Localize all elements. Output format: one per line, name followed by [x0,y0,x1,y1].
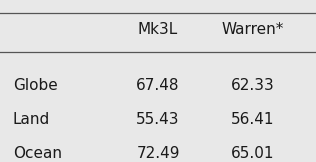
Text: 67.48: 67.48 [136,78,180,93]
Text: Warren*: Warren* [222,22,284,37]
Text: Globe: Globe [13,78,58,93]
Text: 55.43: 55.43 [136,112,180,127]
Text: 65.01: 65.01 [231,146,275,161]
Text: Land: Land [13,112,50,127]
Text: Ocean: Ocean [13,146,62,161]
Text: Mk3L: Mk3L [138,22,178,37]
Text: 56.41: 56.41 [231,112,275,127]
Text: 62.33: 62.33 [231,78,275,93]
Text: 72.49: 72.49 [136,146,180,161]
